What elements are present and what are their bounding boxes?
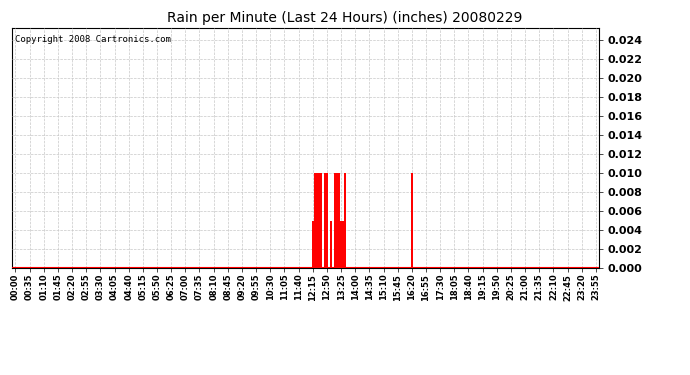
Bar: [344, 173, 346, 268]
Bar: [342, 220, 344, 268]
Bar: [326, 173, 328, 268]
Bar: [314, 173, 316, 268]
Bar: [338, 173, 340, 268]
Bar: [316, 173, 318, 268]
Bar: [318, 173, 320, 268]
Bar: [324, 173, 326, 268]
Bar: [330, 220, 332, 268]
Bar: [336, 173, 338, 268]
Bar: [320, 173, 322, 268]
Text: Rain per Minute (Last 24 Hours) (inches) 20080229: Rain per Minute (Last 24 Hours) (inches)…: [167, 11, 523, 25]
Bar: [340, 220, 342, 268]
Text: Copyright 2008 Cartronics.com: Copyright 2008 Cartronics.com: [15, 35, 171, 44]
Bar: [334, 173, 336, 268]
Bar: [411, 173, 413, 268]
Bar: [312, 220, 314, 268]
